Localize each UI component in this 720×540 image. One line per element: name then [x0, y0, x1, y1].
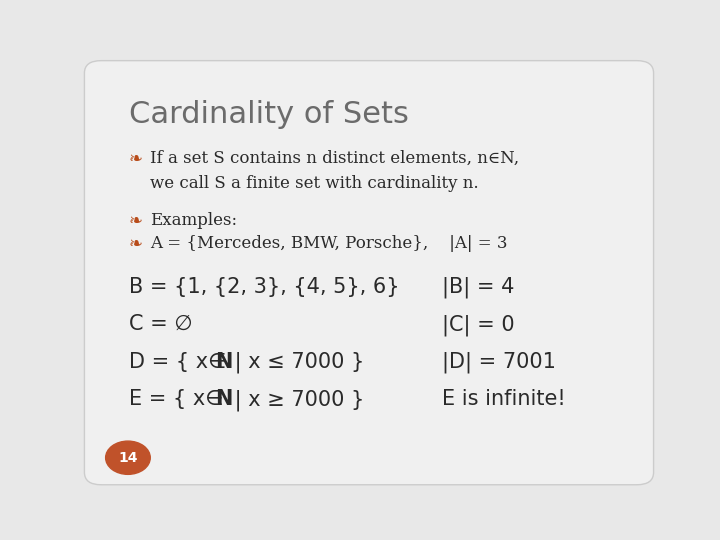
Text: | x ≥ 7000 }: | x ≥ 7000 }	[228, 389, 364, 410]
Text: A = {Mercedes, BMW, Porsche},    |A| = 3: A = {Mercedes, BMW, Porsche}, |A| = 3	[150, 235, 507, 252]
Text: |D| = 7001: |D| = 7001	[441, 352, 555, 373]
Text: C = ∅: C = ∅	[129, 314, 192, 334]
Text: 14: 14	[118, 451, 138, 465]
Text: | x ≤ 7000 }: | x ≤ 7000 }	[228, 352, 364, 373]
Text: ❧: ❧	[129, 150, 143, 168]
Text: If a set S contains n distinct elements, n∈N,: If a set S contains n distinct elements,…	[150, 150, 519, 167]
Text: N: N	[215, 389, 233, 409]
FancyBboxPatch shape	[84, 60, 654, 485]
Text: |B| = 4: |B| = 4	[441, 277, 514, 299]
Text: E is infinite!: E is infinite!	[441, 389, 565, 409]
Text: Cardinality of Sets: Cardinality of Sets	[129, 100, 409, 129]
Text: Examples:: Examples:	[150, 212, 237, 230]
Text: ❧: ❧	[129, 212, 143, 231]
Text: D = { x∈: D = { x∈	[129, 352, 226, 372]
Circle shape	[106, 441, 150, 474]
Text: N: N	[215, 352, 233, 372]
Text: B = {1, {2, 3}, {4, 5}, 6}: B = {1, {2, 3}, {4, 5}, 6}	[129, 277, 400, 297]
Text: ❧: ❧	[129, 235, 143, 253]
Text: |C| = 0: |C| = 0	[441, 314, 514, 336]
Text: E = { x∈: E = { x∈	[129, 389, 223, 409]
Text: we call S a finite set with cardinality n.: we call S a finite set with cardinality …	[150, 175, 478, 192]
